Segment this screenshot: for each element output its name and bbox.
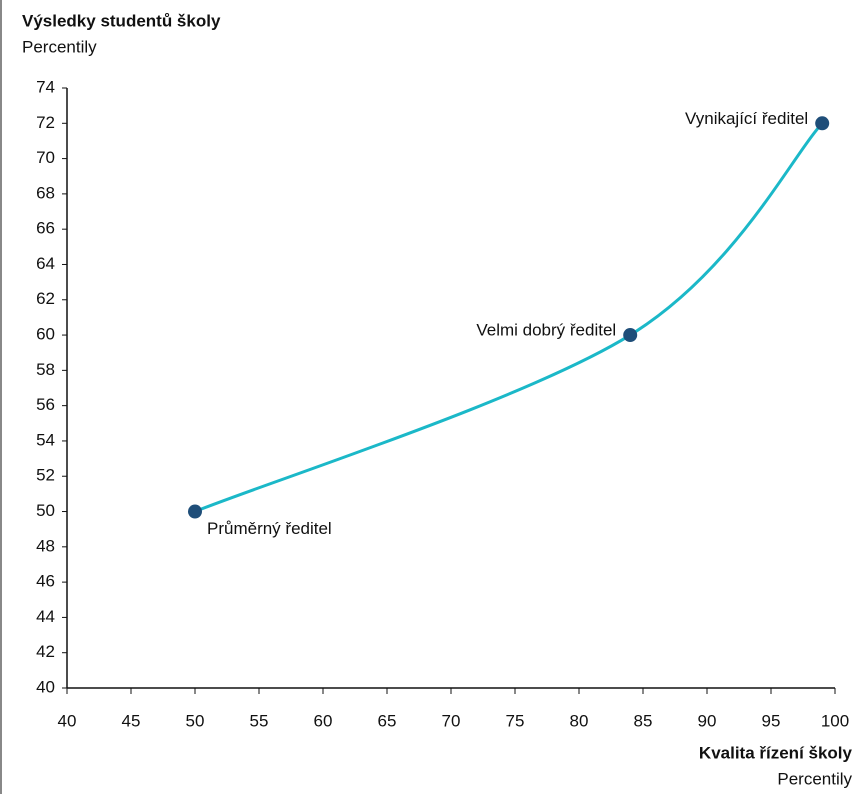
marker: [188, 504, 202, 519]
y-tick-label: 40: [36, 677, 55, 696]
x-tick-label: 70: [442, 711, 461, 730]
x-tick-label: 100: [821, 711, 849, 730]
y-tick-label: 50: [36, 501, 55, 520]
y-tick-label: 56: [36, 395, 55, 414]
x-axis-unit: Percentily: [777, 769, 852, 788]
y-axis-title: Výsledky studentů školy: [22, 11, 221, 30]
marker: [815, 116, 830, 131]
y-tick-label: 46: [36, 572, 55, 591]
y-tick-label: 60: [36, 325, 55, 344]
point-label: Průměrný ředitel: [207, 519, 332, 538]
x-tick-label: 60: [314, 711, 333, 730]
x-tick-label: 45: [122, 711, 141, 730]
y-tick-label: 48: [36, 536, 55, 555]
y-tick-label: 72: [36, 113, 55, 132]
y-tick-label: 44: [36, 607, 55, 626]
y-tick-label: 52: [36, 466, 55, 485]
y-tick-label: 74: [36, 77, 55, 96]
y-tick-label: 54: [36, 430, 55, 449]
x-tick-label: 40: [58, 711, 77, 730]
y-tick-label: 66: [36, 219, 55, 238]
x-tick-label: 80: [570, 711, 589, 730]
point-label: Vynikající ředitel: [685, 109, 808, 128]
x-tick-label: 95: [762, 711, 781, 730]
y-axis-unit: Percentily: [22, 37, 97, 56]
x-axis-title: Kvalita řízení školy: [699, 743, 853, 762]
x-tick-label: 55: [250, 711, 269, 730]
x-tick-label: 50: [186, 711, 205, 730]
point-label: Velmi dobrý ředitel: [476, 321, 616, 340]
x-tick-label: 90: [698, 711, 717, 730]
y-tick-label: 62: [36, 289, 55, 308]
y-tick-label: 64: [36, 254, 55, 273]
y-tick-label: 42: [36, 642, 55, 661]
y-tick-label: 58: [36, 360, 55, 379]
x-tick-label: 65: [378, 711, 397, 730]
x-tick-label: 75: [506, 711, 525, 730]
line: [194, 122, 824, 513]
x-tick-label: 85: [634, 711, 653, 730]
y-tick-label: 68: [36, 183, 55, 202]
y-tick-label: 70: [36, 148, 55, 167]
marker: [623, 328, 638, 343]
